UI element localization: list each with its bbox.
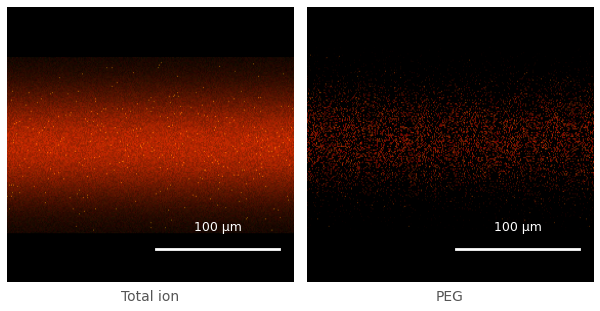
Text: 100 μm: 100 μm xyxy=(494,221,542,234)
Text: 100 μm: 100 μm xyxy=(194,221,242,234)
X-axis label: PEG: PEG xyxy=(436,290,464,304)
X-axis label: Total ion: Total ion xyxy=(121,290,179,304)
